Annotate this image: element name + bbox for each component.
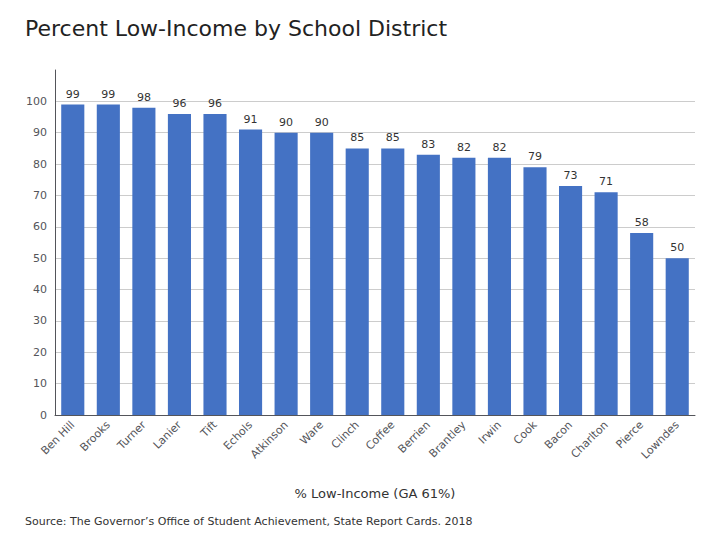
- svg-text:73: 73: [564, 169, 578, 182]
- svg-text:99: 99: [66, 88, 80, 101]
- svg-text:Tift: Tift: [197, 418, 220, 441]
- svg-text:79: 79: [528, 150, 542, 163]
- svg-text:98: 98: [137, 91, 151, 104]
- svg-text:70: 70: [33, 189, 47, 202]
- svg-text:40: 40: [33, 283, 47, 296]
- svg-text:Echols: Echols: [221, 418, 255, 452]
- svg-text:Clinch: Clinch: [329, 418, 362, 451]
- svg-text:30: 30: [33, 314, 47, 327]
- svg-text:The Governor’s Office of Stude: The Governor’s Office of Student Achieve…: [66, 515, 472, 528]
- svg-text:60: 60: [33, 220, 47, 233]
- svg-text:Ben Hill: Ben Hill: [38, 418, 77, 457]
- svg-text:0: 0: [40, 409, 47, 422]
- svg-text:99: 99: [101, 88, 115, 101]
- svg-text:96: 96: [172, 97, 186, 110]
- svg-text:80: 80: [33, 158, 47, 171]
- svg-text:Cook: Cook: [511, 418, 540, 447]
- svg-text:100: 100: [26, 95, 47, 108]
- svg-text:Pierce: Pierce: [614, 418, 647, 451]
- svg-text:82: 82: [492, 141, 506, 154]
- svg-text:Percent Low-Income by School D: Percent Low-Income by School District: [25, 16, 447, 41]
- svg-text:Ware: Ware: [297, 418, 326, 447]
- svg-text:83: 83: [421, 138, 435, 151]
- svg-text:Brooks: Brooks: [77, 418, 113, 454]
- svg-text:Turner: Turner: [114, 418, 149, 453]
- svg-text:Berrien: Berrien: [395, 418, 433, 456]
- svg-text:20: 20: [33, 346, 47, 359]
- svg-text:50: 50: [33, 252, 47, 265]
- svg-text:Source:: Source:: [25, 515, 67, 528]
- svg-text:Charlton: Charlton: [568, 418, 610, 460]
- svg-text:Lowndes: Lowndes: [639, 418, 682, 461]
- svg-text:90: 90: [33, 126, 47, 139]
- svg-text:Coffee: Coffee: [363, 418, 397, 452]
- svg-text:85: 85: [386, 131, 400, 144]
- svg-text:50: 50: [670, 241, 684, 254]
- svg-text:10: 10: [33, 377, 47, 390]
- svg-text:82: 82: [457, 141, 471, 154]
- svg-text:85: 85: [350, 131, 364, 144]
- svg-text:% Low-Income (GA 61%): % Low-Income (GA 61%): [295, 486, 456, 501]
- svg-text:Irwin: Irwin: [476, 418, 504, 446]
- svg-text:58: 58: [635, 216, 649, 229]
- svg-text:90: 90: [279, 116, 293, 129]
- svg-text:96: 96: [208, 97, 222, 110]
- svg-text:Brantley: Brantley: [427, 418, 469, 460]
- svg-text:91: 91: [244, 113, 258, 126]
- svg-text:90: 90: [315, 116, 329, 129]
- svg-text:Atkinson: Atkinson: [248, 418, 291, 461]
- svg-text:Bacon: Bacon: [542, 418, 575, 451]
- svg-text:Lanier: Lanier: [151, 418, 185, 452]
- svg-text:71: 71: [599, 175, 613, 188]
